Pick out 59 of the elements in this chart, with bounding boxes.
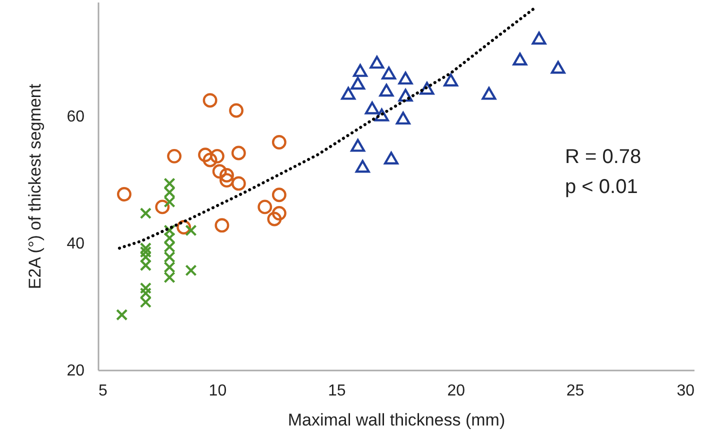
x-tick-label: 10 xyxy=(208,382,227,400)
y-tick-label: 60 xyxy=(66,108,85,126)
point xyxy=(116,308,128,321)
point xyxy=(176,220,192,234)
point xyxy=(210,148,224,164)
point xyxy=(420,82,434,95)
point xyxy=(140,282,152,294)
point xyxy=(267,212,282,226)
point xyxy=(341,86,356,100)
x-tick-label: 5 xyxy=(98,382,108,400)
x-axis-title: Maximal wall thickness (mm) xyxy=(288,410,506,430)
point xyxy=(272,206,286,220)
y-tick-label: 20 xyxy=(66,362,85,380)
point xyxy=(212,164,227,179)
point xyxy=(512,52,528,66)
point xyxy=(532,32,546,45)
point xyxy=(198,148,213,162)
x-tick-label: 25 xyxy=(566,382,584,400)
point xyxy=(220,173,234,188)
point xyxy=(231,176,246,191)
line-series xyxy=(118,6,536,250)
point xyxy=(229,103,244,118)
point xyxy=(382,66,396,80)
point xyxy=(140,207,152,220)
point xyxy=(398,72,413,85)
point xyxy=(350,138,366,152)
point xyxy=(355,160,370,173)
point xyxy=(258,200,272,214)
annotation: R = 0.78 xyxy=(565,146,642,168)
annotation: p < 0.01 xyxy=(565,176,638,198)
point xyxy=(550,60,566,74)
point xyxy=(185,224,197,236)
x-tick-label: 30 xyxy=(676,382,695,400)
point xyxy=(384,152,398,164)
point xyxy=(202,93,218,108)
point xyxy=(167,148,182,164)
point xyxy=(350,76,366,90)
x-tick-label: 20 xyxy=(447,382,466,400)
point xyxy=(214,218,230,233)
point xyxy=(185,264,197,276)
point xyxy=(272,188,286,202)
point xyxy=(379,84,394,97)
point xyxy=(370,56,384,69)
point xyxy=(202,152,218,168)
point xyxy=(272,135,286,150)
point xyxy=(231,146,246,160)
point xyxy=(396,112,410,125)
point xyxy=(155,200,170,214)
point xyxy=(364,102,380,114)
point xyxy=(398,88,413,102)
point xyxy=(444,74,458,86)
point xyxy=(117,187,132,202)
y-axis-title: E2A (°) of thickest segment xyxy=(26,84,45,290)
x-tick-label: 15 xyxy=(328,382,346,400)
point xyxy=(220,168,234,182)
y-tick-label: 40 xyxy=(66,236,85,253)
point xyxy=(353,64,368,77)
point xyxy=(374,108,389,122)
point xyxy=(482,86,496,100)
